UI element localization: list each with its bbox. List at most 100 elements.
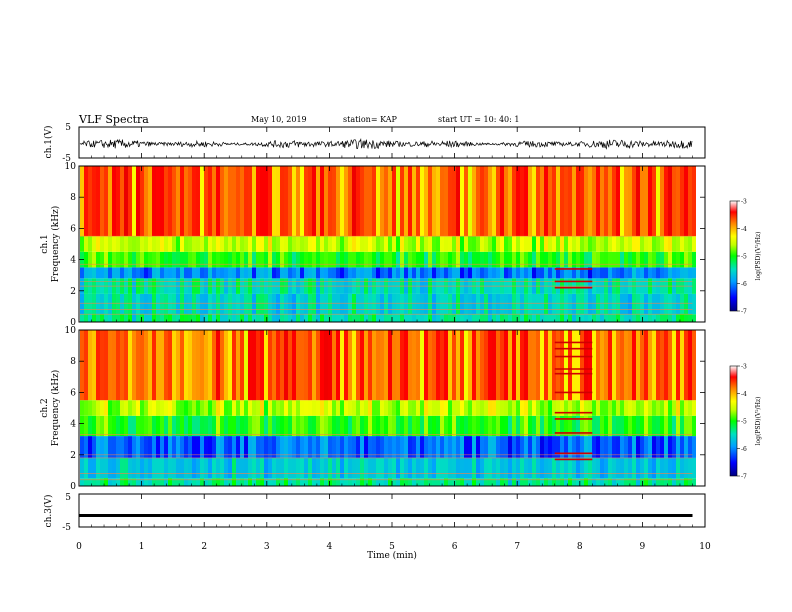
ch2-spectrogram-cell: [384, 478, 388, 486]
ch2-spectrogram-cell: [532, 330, 536, 401]
ch1-spectrogram-cell: [672, 314, 676, 322]
ch1-spectrogram-cell: [400, 236, 404, 252]
ch1-spectrogram-cell: [160, 251, 164, 268]
ch1-spectrogram-cell: [88, 293, 92, 315]
ch2-spectrogram-cell: [568, 330, 572, 401]
ch2-spectrogram-cell: [276, 457, 280, 479]
ch2-spectrogram-cell: [508, 478, 512, 486]
ch1-spectrogram-cell: [508, 251, 512, 268]
ch1-spectrogram-cell: [112, 267, 116, 279]
ch2-spectrogram-cell: [152, 330, 156, 401]
ch2-spectrogram-cell: [572, 478, 576, 486]
ch1-spectrogram-cell: [396, 293, 400, 315]
ch2-spectrogram-cell: [348, 436, 352, 458]
ch1-spectrogram-cell: [180, 314, 184, 322]
ch2-spectrogram-cell: [140, 436, 144, 458]
ch1-spectrogram-cell: [484, 251, 488, 268]
ch1-spectrogram-cell: [220, 236, 224, 252]
ch2-spectrogram-cell: [588, 436, 592, 458]
ch2-spectrogram-cell: [408, 457, 412, 479]
ch2-spectrogram-cell: [364, 330, 368, 401]
ch1-spectrogram-cell: [172, 314, 176, 322]
ch2-spectrogram-cell: [316, 415, 320, 437]
ch1-spectrogram-cell: [604, 293, 608, 315]
ch1-spectrogram-cell: [148, 236, 152, 252]
ch2-spectrogram-cell: [92, 436, 96, 458]
ch2-spectrogram-cell: [484, 457, 488, 479]
ch1-spectrogram-cell: [428, 251, 432, 268]
ch1-spectrogram-cell: [684, 267, 688, 279]
ch2-spectrogram-cell: [500, 330, 504, 401]
ch1-spectrogram-cell: [464, 314, 468, 322]
ch1-spectrogram-cell: [140, 267, 144, 279]
ch2-spectrogram-cell: [292, 330, 296, 401]
ch2-spectrogram-cell: [536, 478, 540, 486]
ch1-spectrogram-cell: [152, 314, 156, 322]
ch1-spectrogram-cell: [664, 267, 668, 279]
ch2-spectrogram-cell: [652, 436, 656, 458]
ch1-spectrogram-cell: [104, 251, 108, 268]
ch1-spectrogram-cell: [356, 314, 360, 322]
ch1-spectrogram-cell: [552, 267, 556, 279]
ch1-spectrogram-cell: [676, 166, 680, 237]
ch2-spectrogram-cell: [288, 415, 292, 437]
ch1-spectrogram-cell: [496, 293, 500, 315]
ch2-spectrogram-cell: [188, 400, 192, 416]
ch1-spectrogram-cell: [96, 293, 100, 315]
ch2-spectrogram-cell: [272, 436, 276, 458]
ch2-spectrogram-cell: [396, 457, 400, 479]
ch2-spectrogram-cell: [472, 415, 476, 437]
ch1-spectrogram-cell: [392, 267, 396, 279]
ch1-spectrogram-cell: [296, 166, 300, 237]
ch2-spectrogram-image: [80, 330, 696, 486]
ch1-spectrogram-cell: [236, 236, 240, 252]
ch1-spectrogram-cell: [628, 251, 632, 268]
ch2-spectrogram-cell: [608, 400, 612, 416]
ch2-spectrogram-cell: [276, 330, 280, 401]
ch1-spectrogram-cell: [560, 251, 564, 268]
ch1-spectrogram-cell: [116, 166, 120, 237]
ch2-spectrogram-cell: [548, 457, 552, 479]
y-tick-label: 6: [70, 224, 76, 234]
ch2-spectrogram-cell: [404, 478, 408, 486]
ch2-spectrogram-cell: [512, 478, 516, 486]
ch2-spectrogram-cell: [604, 400, 608, 416]
ch1-spectrogram-cell: [228, 251, 232, 268]
ch2-spectrogram-cell: [164, 457, 168, 479]
ch2-spectrogram-cell: [484, 330, 488, 401]
ch2-spectrogram-cell: [96, 478, 100, 486]
ch1-spectrogram-cell: [204, 166, 208, 237]
ch2-spectrogram-cell: [240, 436, 244, 458]
ch2-spectrogram-cell: [348, 330, 352, 401]
ch1-spectrogram-cell: [668, 166, 672, 237]
ch1-spectrogram-cell: [388, 236, 392, 252]
ch1-spectrogram-cell: [276, 166, 280, 237]
ch2-spectrogram-cell: [116, 457, 120, 479]
ch1-spectrogram-cell: [448, 267, 452, 279]
ch2-spectrogram-cell: [476, 478, 480, 486]
ch2-spectrogram-cell: [588, 400, 592, 416]
ch2-spectrogram-cell: [240, 415, 244, 437]
ch2-spectrogram-cell: [476, 415, 480, 437]
ch1-spectrogram-cell: [276, 236, 280, 252]
ch2-spectrogram-cell: [376, 330, 380, 401]
ch1-spectrogram-cell: [92, 293, 96, 315]
ch2-spectrogram-cell: [336, 436, 340, 458]
ch1-spectrogram-cell: [180, 267, 184, 279]
ch2-spectrogram-cell: [440, 400, 444, 416]
ch2-spectrogram-cell: [252, 478, 256, 486]
ch2-spectrogram-cell: [464, 457, 468, 479]
ch2-spectrogram-cell: [432, 415, 436, 437]
ch1-spectrogram-cell: [260, 236, 264, 252]
ch2-spectrogram-cell: [676, 330, 680, 401]
ch2-spectrogram-cell: [120, 457, 124, 479]
ch1-spectrogram-cell: [500, 236, 504, 252]
ch1-spectrogram-cell: [540, 251, 544, 268]
ch1-spectrogram-cell: [620, 293, 624, 315]
ch2-spectrogram-cell: [380, 415, 384, 437]
ch1-spectrogram-cell: [288, 251, 292, 268]
ch2-spectrogram-cell: [196, 436, 200, 458]
ch2-spectrogram-cell: [152, 457, 156, 479]
ch1-spectrogram-cell: [224, 267, 228, 279]
ch2-spectrogram-cell: [320, 457, 324, 479]
